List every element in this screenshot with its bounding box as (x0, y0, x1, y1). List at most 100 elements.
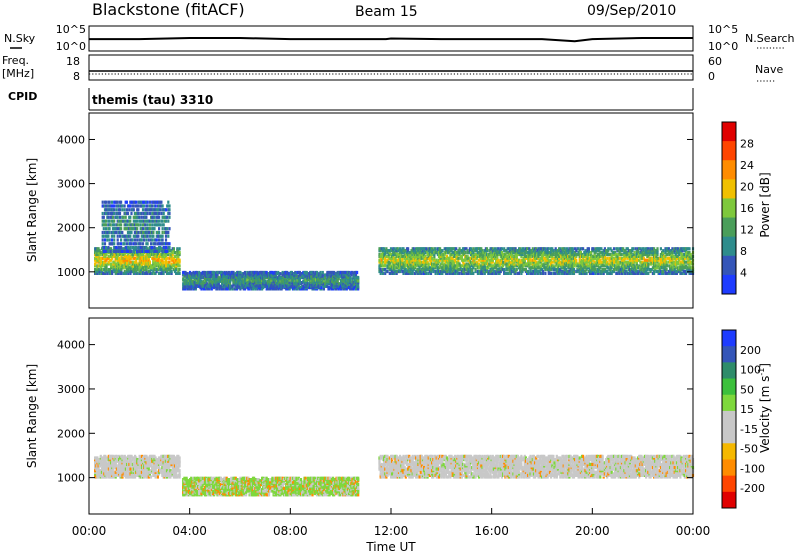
heatmap-cell (547, 268, 550, 272)
heatmap-cell (126, 227, 130, 231)
heatmap-cell (148, 246, 151, 250)
heatmap-cell (410, 268, 413, 272)
heatmap-cell (155, 252, 158, 257)
heatmap-cell (167, 230, 170, 235)
heatmap-cell (636, 251, 640, 255)
heatmap-cell (646, 251, 649, 255)
heatmap-cell (396, 264, 399, 268)
heatmap-cell (623, 251, 626, 255)
heatmap-cell (632, 258, 635, 262)
heatmap-cell (164, 258, 167, 262)
heatmap-cell (96, 252, 99, 257)
heatmap-cell (558, 264, 561, 268)
heatmap-cell (492, 252, 495, 257)
heatmap-cell (522, 264, 525, 268)
heatmap-cell (426, 251, 429, 255)
heatmap-cell (155, 215, 158, 219)
heatmap-cell (404, 249, 407, 253)
heatmap-cell (445, 249, 449, 253)
heatmap-cell (445, 254, 449, 258)
heatmap-cell (522, 260, 525, 264)
heatmap-cell (453, 249, 457, 253)
heatmap-cell (558, 256, 561, 260)
heatmap-cell (516, 264, 519, 268)
heatmap-cell (392, 251, 395, 255)
heatmap-cell (628, 258, 632, 262)
heatmap-cell (113, 234, 116, 238)
heatmap-cell (281, 279, 284, 283)
heatmap-cell (505, 249, 508, 253)
heatmap-cell (553, 266, 556, 270)
heatmap-cell (431, 252, 434, 257)
heatmap-cell (247, 286, 250, 290)
heatmap-cell (572, 268, 576, 272)
heatmap-cell (155, 211, 158, 216)
heatmap-cell (127, 254, 130, 258)
heatmap-cell (516, 262, 519, 266)
heatmap-cell (602, 264, 605, 268)
heatmap-cell (261, 270, 264, 275)
heatmap-cell (420, 268, 423, 272)
heatmap-cell (594, 251, 597, 255)
heatmap-cell (151, 223, 154, 227)
heatmap-cell (519, 247, 522, 251)
heatmap-cell (507, 264, 510, 268)
heatmap-cell (111, 242, 115, 246)
heatmap-cell (145, 211, 148, 216)
heatmap-cell (129, 238, 132, 242)
heatmap-cell (563, 268, 566, 272)
heatmap-cell (515, 256, 518, 260)
heatmap-cell (170, 269, 173, 274)
heatmap-cell (609, 268, 612, 272)
heatmap-cell (172, 264, 175, 268)
heatmap-cell (289, 282, 292, 286)
heatmap-cell (506, 266, 509, 270)
heatmap-cell (338, 286, 341, 290)
heatmap-cell (571, 269, 574, 274)
heatmap-cell (271, 287, 274, 291)
heatmap-cell (628, 249, 632, 253)
heatmap-cell (349, 275, 352, 280)
heatmap-cell (594, 249, 597, 253)
heatmap-cell (96, 271, 99, 275)
heatmap-cell (143, 219, 146, 223)
heatmap-cell (508, 252, 511, 257)
heatmap-cell (568, 269, 571, 274)
heatmap-cell (143, 215, 146, 219)
heatmap-cell (449, 269, 452, 274)
heatmap-cell (124, 219, 127, 223)
heatmap-cell (498, 262, 501, 266)
heatmap-cell (550, 260, 553, 264)
heatmap-cell (384, 249, 387, 253)
heatmap-cell (670, 249, 673, 253)
heatmap-cell (254, 274, 257, 278)
heatmap-cell (529, 260, 532, 264)
heatmap-cell (586, 252, 589, 257)
heatmap-cell (469, 251, 473, 255)
heatmap-cell (622, 258, 625, 262)
heatmap-cell (142, 254, 145, 258)
heatmap-cell (596, 249, 600, 253)
heatmap-cell (133, 230, 136, 235)
heatmap-cell (579, 260, 582, 264)
heatmap-cell (650, 262, 653, 266)
heatmap-cell (592, 249, 595, 253)
heatmap-cell (106, 211, 109, 216)
heatmap-cell (529, 251, 532, 255)
heatmap-cell (534, 271, 537, 275)
heatmap-cell (164, 230, 168, 235)
heatmap-cell (625, 260, 628, 264)
heatmap-cell (598, 258, 601, 262)
heatmap-cell (554, 264, 557, 268)
heatmap-cell (143, 223, 146, 227)
heatmap-cell (126, 246, 130, 250)
heatmap-cell (137, 204, 140, 208)
heatmap-cell (136, 256, 139, 260)
heatmap-cell (431, 247, 434, 251)
heatmap-cell (439, 247, 442, 251)
heatmap-cell (647, 258, 650, 262)
heatmap-cell (214, 272, 217, 276)
heatmap-cell (602, 271, 605, 275)
heatmap-cell (514, 249, 517, 253)
heatmap-cell (571, 271, 574, 275)
